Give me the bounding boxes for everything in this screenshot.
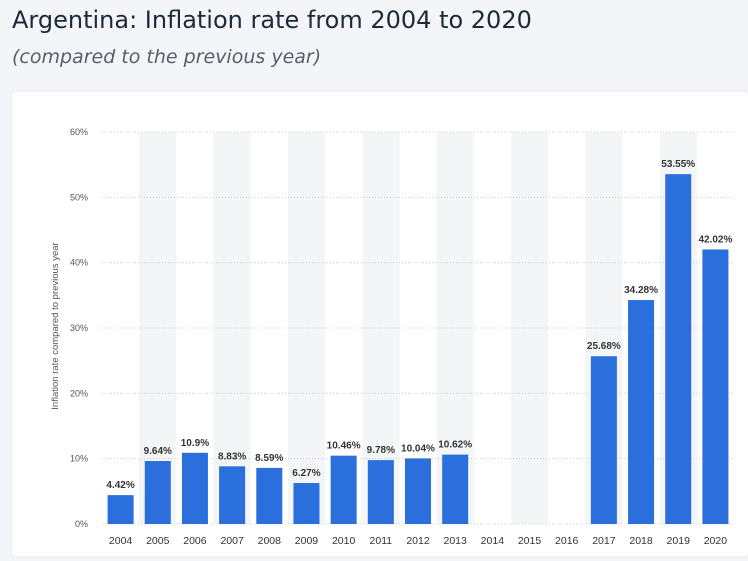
background-band (510, 132, 549, 524)
x-axis-ticks: 2004 2005 2006 2007 2008 2009 2010 2011 2012 2013… (109, 535, 727, 547)
data-label: 8.59% (255, 453, 283, 464)
bar[interactable] (590, 356, 617, 524)
x-tick-label: 2019 (667, 535, 691, 547)
y-tick-label: 60% (70, 127, 88, 137)
x-tick-label: 2008 (258, 535, 282, 547)
y-tick-label: 20% (70, 388, 88, 398)
data-label: 10.04% (401, 443, 435, 454)
data-label: 4.42% (106, 480, 134, 491)
chart-card: 0% 10% 20% 30% 40% 50% 60% Inflation rate comp… (12, 92, 748, 556)
data-label: 6.27% (292, 468, 320, 479)
bar[interactable] (107, 495, 134, 524)
x-tick-label: 2016 (555, 535, 579, 547)
bar[interactable] (404, 458, 432, 524)
background-band (139, 132, 177, 524)
data-label: 34.28% (624, 285, 658, 296)
bar[interactable] (293, 483, 320, 524)
x-tick-label: 2005 (146, 535, 170, 547)
x-tick-label: 2012 (406, 535, 430, 547)
x-tick-label: 2009 (295, 535, 319, 547)
y-tick-label: 0% (75, 519, 88, 529)
y-tick-label: 10% (70, 454, 88, 464)
data-label: 10.46% (327, 441, 361, 452)
x-tick-label: 2018 (629, 535, 653, 547)
x-tick-label: 2010 (332, 535, 356, 547)
bar[interactable] (144, 461, 171, 524)
x-tick-label: 2004 (109, 535, 133, 547)
bars (107, 174, 729, 524)
y-axis-label: Inflation rate compared to previous year (50, 242, 61, 409)
x-tick-label: 2020 (704, 535, 728, 547)
data-label: 10.9% (181, 438, 209, 449)
x-tick-label: 2014 (481, 535, 505, 547)
bar[interactable] (219, 466, 246, 524)
chart-title: Argentina: Inflation rate from 2004 to 2… (12, 6, 532, 34)
bar[interactable] (442, 454, 469, 524)
data-label: 8.83% (218, 451, 246, 462)
y-tick-label: 30% (70, 323, 88, 333)
data-label: 9.64% (144, 446, 172, 457)
x-tick-label: 2011 (370, 535, 393, 547)
bar[interactable] (628, 300, 655, 524)
bar[interactable] (665, 174, 692, 524)
x-tick-label: 2015 (518, 535, 542, 547)
y-axis-ticks: 0% 10% 20% 30% 40% 50% 60% (70, 127, 88, 529)
y-tick-label: 50% (70, 192, 88, 202)
bar[interactable] (367, 460, 394, 524)
x-tick-label: 2006 (183, 535, 207, 547)
data-label: 53.55% (661, 159, 695, 170)
bar[interactable] (702, 249, 729, 524)
data-label: 42.02% (698, 234, 732, 245)
bar[interactable] (256, 467, 283, 524)
chart-subtitle: (compared to the previous year) (12, 46, 322, 68)
bar-chart: 0% 10% 20% 30% 40% 50% 60% Inflation rate comp… (50, 127, 734, 547)
bar[interactable] (330, 455, 357, 524)
data-label: 25.68% (587, 341, 621, 352)
x-tick-label: 2017 (592, 535, 616, 547)
data-label: 9.78% (367, 445, 395, 456)
data-labels: 4.42% 9.64% 10.9% 8.83% 8.59% 6.27% 10.46% 9.78… (106, 159, 732, 491)
bar[interactable] (181, 452, 208, 524)
x-tick-label: 2013 (443, 535, 467, 547)
y-tick-label: 40% (70, 258, 88, 268)
x-tick-label: 2007 (220, 535, 244, 547)
data-label: 10.62% (438, 440, 472, 451)
